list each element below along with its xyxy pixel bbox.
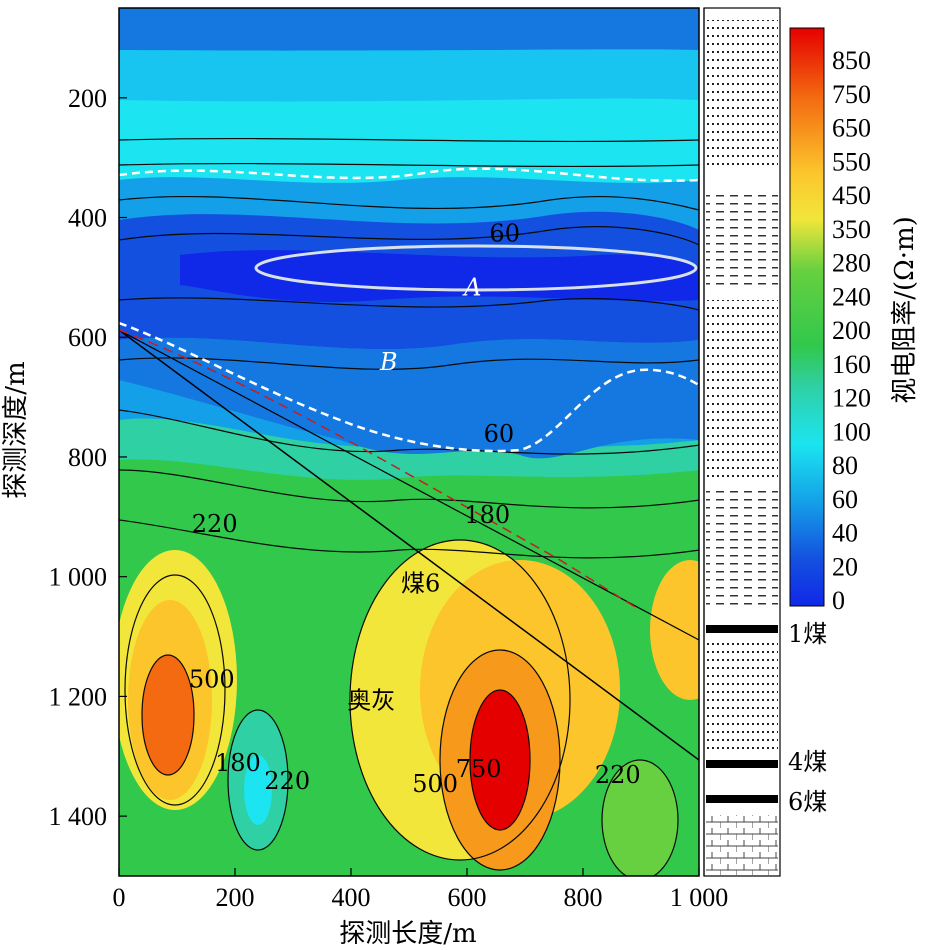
colorbar-label: 视电阻率/(Ω·m)	[890, 216, 920, 404]
contour-label: 500	[412, 770, 458, 798]
colorbar-tick-label: 750	[832, 80, 871, 109]
zone-label: B	[379, 348, 398, 376]
heatmap-band	[470, 690, 530, 830]
coal-seam-1	[706, 625, 778, 633]
x-axis-label: 探测长度/m	[339, 919, 476, 949]
heatmap-band	[119, 337, 699, 459]
contour-label: 220	[192, 510, 238, 538]
colorbar-tick-label: 0	[832, 586, 845, 615]
colorbar-tick-label: 450	[832, 181, 871, 210]
x-tick-label: 600	[448, 883, 487, 912]
plot-frame	[118, 7, 700, 877]
resistivity-heatmap	[119, 8, 699, 876]
contour-lines	[119, 137, 699, 876]
colorbar-swatch	[789, 27, 825, 607]
coal-seam-label-4: 4煤	[788, 748, 827, 776]
x-tick-label: 400	[332, 883, 371, 912]
y-tick-label: 1 400	[49, 802, 108, 831]
colorbar-tick-label: 550	[832, 147, 871, 176]
y-tick-label: 400	[68, 204, 107, 233]
x-tick-label: 200	[216, 883, 255, 912]
colorbar-ticks: 8507506505504503502802402001601201008060…	[832, 46, 871, 615]
contour-label: 180	[215, 749, 261, 777]
contour-label: 180	[464, 501, 510, 529]
y-axis-label: 探测深度/m	[1, 361, 31, 498]
boundary-dashed	[119, 321, 699, 453]
colorbar-tick-label: 650	[832, 114, 871, 143]
colorbar-tick-label: 60	[832, 485, 858, 514]
zone-label: A	[462, 273, 481, 301]
contour-label: 60	[489, 219, 520, 247]
coal-seam-6	[706, 795, 778, 803]
heatmap-band	[119, 8, 699, 51]
contour-label: 220	[595, 761, 641, 789]
heatmap-band	[142, 655, 194, 775]
colorbar-tick-label: 40	[832, 519, 858, 548]
colorbar-tick-label: 100	[832, 417, 871, 446]
stratigraphic-column	[703, 7, 781, 877]
x-tick-label: 1 000	[670, 883, 729, 912]
colorbar-tick-label: 240	[832, 282, 871, 311]
colorbar-tick-label: 120	[832, 384, 871, 413]
y-tick-label: 1 200	[49, 682, 108, 711]
heatmap-band	[180, 250, 699, 303]
colorbar-tick-label: 20	[832, 552, 858, 581]
coal-seam-label-1: 1煤	[788, 620, 827, 648]
heatmap-band	[602, 760, 678, 876]
colorbar-tick-label: 80	[832, 451, 858, 480]
y-tick-label: 800	[68, 443, 107, 472]
y-tick-label: 200	[68, 84, 107, 113]
colorbar: 8507506505504503502802402001601201008060…	[789, 27, 920, 615]
zone-label: 奥灰	[347, 686, 395, 714]
x-axis: 0 200 400 600 800 1 000	[113, 868, 729, 912]
colorbar-tick-label: 160	[832, 350, 871, 379]
fault-line	[119, 329, 699, 761]
y-axis: 200 400 600 800 1 000 1 200 1 400	[49, 84, 127, 831]
fault-line	[119, 329, 699, 641]
colorbar-tick-label: 280	[832, 249, 871, 278]
heatmap-band	[650, 560, 699, 700]
x-tick-label: 800	[564, 883, 603, 912]
coal-seam-label-6: 6煤	[788, 788, 827, 816]
contour-label: 500	[189, 665, 235, 693]
contour-label: 220	[264, 767, 310, 795]
colorbar-tick-label: 350	[832, 215, 871, 244]
red-dashed-line	[119, 329, 641, 611]
contour-label: 750	[456, 755, 502, 783]
zone-label: 煤6	[401, 570, 440, 598]
colorbar-tick-label: 850	[832, 46, 871, 75]
colorbar-tick-label: 200	[832, 316, 871, 345]
contour-label: 60	[484, 420, 515, 448]
y-tick-label: 1 000	[49, 563, 108, 592]
zone-a-outline	[254, 244, 698, 292]
coal-seam-4	[706, 760, 778, 768]
y-tick-label: 600	[68, 323, 107, 352]
x-tick-label: 0	[113, 883, 126, 912]
heatmap-band	[244, 755, 272, 825]
